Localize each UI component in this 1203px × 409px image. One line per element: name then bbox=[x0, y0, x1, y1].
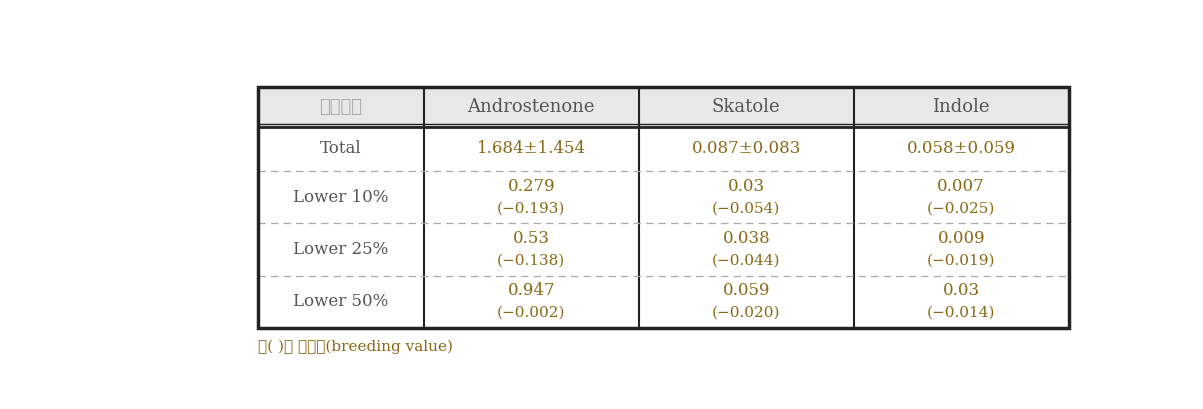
Text: 0.03: 0.03 bbox=[943, 282, 979, 299]
Text: (−0.020): (−0.020) bbox=[712, 306, 781, 320]
Text: (−0.019): (−0.019) bbox=[928, 254, 996, 267]
Text: Skatole: Skatole bbox=[712, 98, 781, 116]
Text: 0.038: 0.038 bbox=[723, 230, 770, 247]
Bar bbox=[257, 87, 1068, 127]
Text: (−0.138): (−0.138) bbox=[497, 254, 565, 267]
Text: (−0.054): (−0.054) bbox=[712, 201, 781, 215]
Text: 0.53: 0.53 bbox=[512, 230, 550, 247]
Text: ※( )는 육종가(breeding value): ※( )는 육종가(breeding value) bbox=[257, 339, 452, 354]
Text: 0.03: 0.03 bbox=[728, 178, 765, 195]
Bar bbox=[257, 87, 1068, 328]
Text: 0.087±0.083: 0.087±0.083 bbox=[692, 140, 801, 157]
Text: Lower 10%: Lower 10% bbox=[294, 189, 389, 206]
Text: Lower 25%: Lower 25% bbox=[294, 241, 389, 258]
Text: (−0.044): (−0.044) bbox=[712, 254, 781, 267]
Text: 0.947: 0.947 bbox=[508, 282, 555, 299]
Text: (−0.002): (−0.002) bbox=[497, 306, 565, 320]
Text: Androstenone: Androstenone bbox=[468, 98, 595, 116]
Text: Total: Total bbox=[320, 140, 362, 157]
Text: 분석비율: 분석비율 bbox=[319, 98, 362, 116]
Text: 0.058±0.059: 0.058±0.059 bbox=[907, 140, 1015, 157]
Text: Lower 50%: Lower 50% bbox=[294, 293, 389, 310]
Text: Indole: Indole bbox=[932, 98, 990, 116]
Text: (−0.193): (−0.193) bbox=[497, 201, 565, 215]
Text: 0.059: 0.059 bbox=[723, 282, 770, 299]
Text: 0.007: 0.007 bbox=[937, 178, 985, 195]
Text: 0.009: 0.009 bbox=[937, 230, 985, 247]
Text: (−0.025): (−0.025) bbox=[928, 201, 995, 215]
Text: 1.684±1.454: 1.684±1.454 bbox=[476, 140, 586, 157]
Text: (−0.014): (−0.014) bbox=[928, 306, 996, 320]
Text: 0.279: 0.279 bbox=[508, 178, 555, 195]
